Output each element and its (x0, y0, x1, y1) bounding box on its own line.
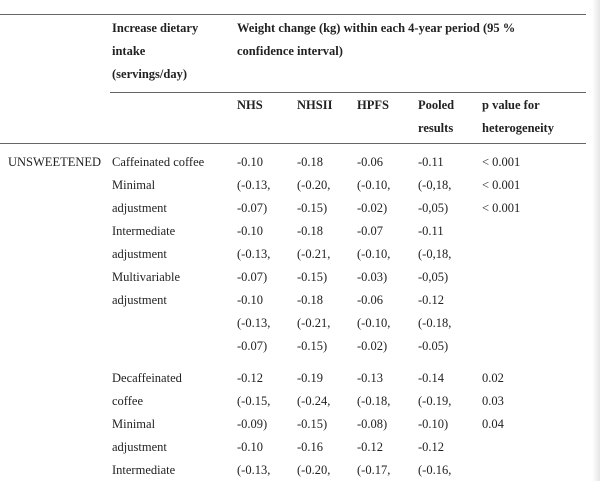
cell: -0.10 (237, 155, 264, 169)
cell: (-0.10, (357, 316, 391, 330)
cell: -0,05) (418, 201, 449, 215)
cell: -0.12 (357, 440, 384, 454)
cell: -0.07 (357, 224, 384, 238)
header-text: (servings/day) (112, 67, 187, 81)
column-header: Pooled (418, 98, 455, 112)
cell: -0.14 (418, 371, 445, 385)
cell: -0.09) (237, 417, 268, 431)
column-header: NHS (237, 98, 263, 112)
cell: (-0.15, (237, 394, 271, 408)
header-rule (110, 92, 586, 93)
cell: -0.10 (237, 224, 264, 238)
cell: -0.15) (297, 270, 328, 284)
cell: -0.11 (418, 224, 444, 238)
row-label: Intermediate (112, 463, 176, 477)
cell: (-0.16, (418, 463, 452, 477)
cell: (-0.21, (297, 316, 331, 330)
cell: (-0.10, (357, 178, 391, 192)
cell: (-0.13, (237, 178, 271, 192)
row-label: adjustment (112, 293, 167, 307)
cell: -0.18 (297, 155, 324, 169)
cell: 0.02 (482, 371, 504, 385)
row-label: adjustment (112, 201, 167, 215)
cell: (-0.13, (237, 247, 271, 261)
row-label: Minimal (112, 178, 156, 192)
cell: -0.07) (237, 270, 268, 284)
page-edge (592, 0, 600, 481)
row-label: Minimal (112, 417, 156, 431)
header-text: Weight change (kg) within each 4-year pe… (237, 21, 516, 35)
cell: -0.15) (297, 417, 328, 431)
cell: (-0,18, (418, 247, 452, 261)
body-rule (0, 143, 586, 144)
cell: -0.12 (237, 371, 264, 385)
column-header: heterogeneity (482, 121, 554, 135)
cell: (-0.17, (357, 463, 391, 477)
cell: (-0.18, (357, 394, 391, 408)
row-label: coffee (112, 394, 143, 408)
cell: (-0,18, (418, 178, 452, 192)
cell: < 0.001 (482, 178, 521, 192)
column-header: HPFS (357, 98, 389, 112)
cell: < 0.001 (482, 201, 521, 215)
header-text: intake (112, 44, 146, 58)
top-rule (0, 14, 586, 15)
cell: (-0.24, (297, 394, 331, 408)
cell: -0,05) (418, 270, 449, 284)
cell: -0.16 (297, 440, 324, 454)
cell: -0.13 (357, 371, 384, 385)
cell: (-0.21, (297, 247, 331, 261)
cell: -0.18 (297, 224, 324, 238)
cell: 0.04 (482, 417, 504, 431)
cell: -0.02) (357, 201, 388, 215)
group-label: UNSWEETENED (8, 155, 102, 169)
cell: -0.10 (237, 440, 264, 454)
cell: -0.03) (357, 270, 388, 284)
cell: (-0.19, (418, 394, 452, 408)
column-header: NHSII (297, 98, 333, 112)
cell: -0.19 (297, 371, 324, 385)
cell: (-0.13, (237, 316, 271, 330)
row-label: Multivariable (112, 270, 181, 284)
cell: -0.15) (297, 339, 328, 353)
row-label: adjustment (112, 440, 167, 454)
header-text: confidence interval) (237, 44, 343, 58)
cell: -0.18 (297, 293, 324, 307)
row-label: Decaffeinated (112, 371, 182, 385)
cell: -0.07) (237, 201, 268, 215)
cell: < 0.001 (482, 155, 521, 169)
cell: (-0.20, (297, 178, 331, 192)
header-text: Increase dietary (112, 21, 199, 35)
cell: -0.06 (357, 155, 384, 169)
cell: -0.10 (237, 293, 264, 307)
cell: -0.12 (418, 293, 445, 307)
cell: (-0.13, (237, 463, 271, 477)
cell: -0.08) (357, 417, 388, 431)
row-label: adjustment (112, 247, 167, 261)
cell: -0.10) (418, 417, 449, 431)
cell: -0.11 (418, 155, 444, 169)
cell: -0.02) (357, 339, 388, 353)
cell: -0.07) (237, 339, 268, 353)
row-label: Caffeinated coffee (112, 155, 205, 169)
column-header: p value for (482, 98, 540, 112)
cell: -0.06 (357, 293, 384, 307)
cell: (-0.20, (297, 463, 331, 477)
cell: -0.15) (297, 201, 328, 215)
cell: -0.12 (418, 440, 445, 454)
cell: -0.05) (418, 339, 449, 353)
cell: (-0.18, (418, 316, 452, 330)
column-header: results (418, 121, 454, 135)
cell: 0.03 (482, 394, 504, 408)
row-label: Intermediate (112, 224, 176, 238)
cell: (-0.10, (357, 247, 391, 261)
